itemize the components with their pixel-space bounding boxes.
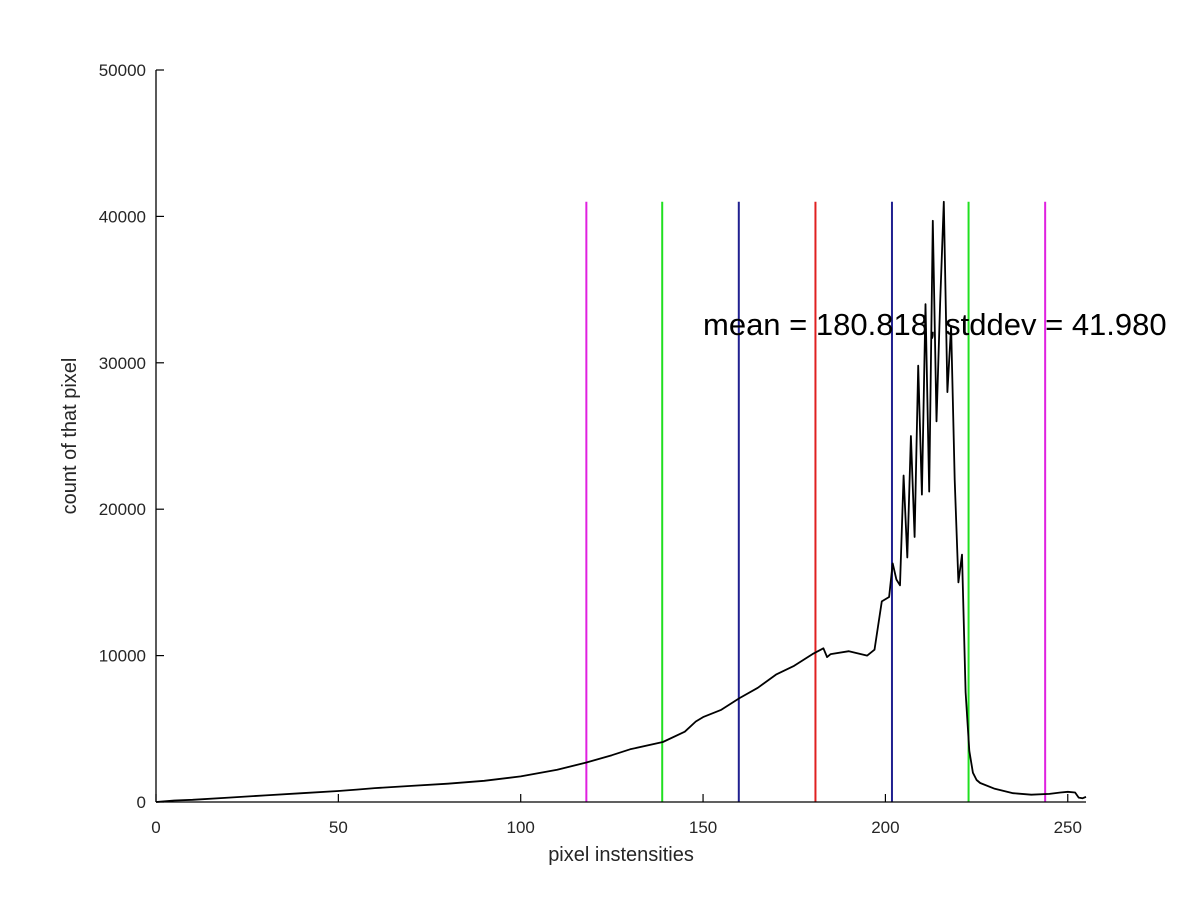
x-tick-label: 100 (507, 818, 535, 837)
x-tick-label: 250 (1054, 818, 1082, 837)
y-tick-label: 10000 (99, 647, 146, 666)
y-tick-label: 20000 (99, 500, 146, 519)
y-axis-ticks: 0 10000 20000 30000 40000 50000 (99, 61, 164, 812)
y-axis-label: count of that pixel (59, 358, 81, 515)
x-tick-label: 0 (151, 818, 160, 837)
std-dev-lines (585, 201, 1047, 802)
y-tick-label: 30000 (99, 354, 146, 373)
histogram-series-line (155, 200, 1087, 803)
x-tick-label: 200 (871, 818, 899, 837)
x-tick-label: 50 (329, 818, 348, 837)
x-axis-label: pixel instensities (548, 844, 694, 866)
y-tick-label: 40000 (99, 207, 146, 226)
x-axis-ticks: 0 50 100 150 200 250 (151, 794, 1082, 837)
y-tick-label: 0 (137, 793, 146, 812)
mean-stddev-annotation: mean = 180.818, stddev = 41.980 (703, 307, 1167, 342)
y-tick-label: 50000 (99, 61, 146, 80)
x-tick-label: 150 (689, 818, 717, 837)
